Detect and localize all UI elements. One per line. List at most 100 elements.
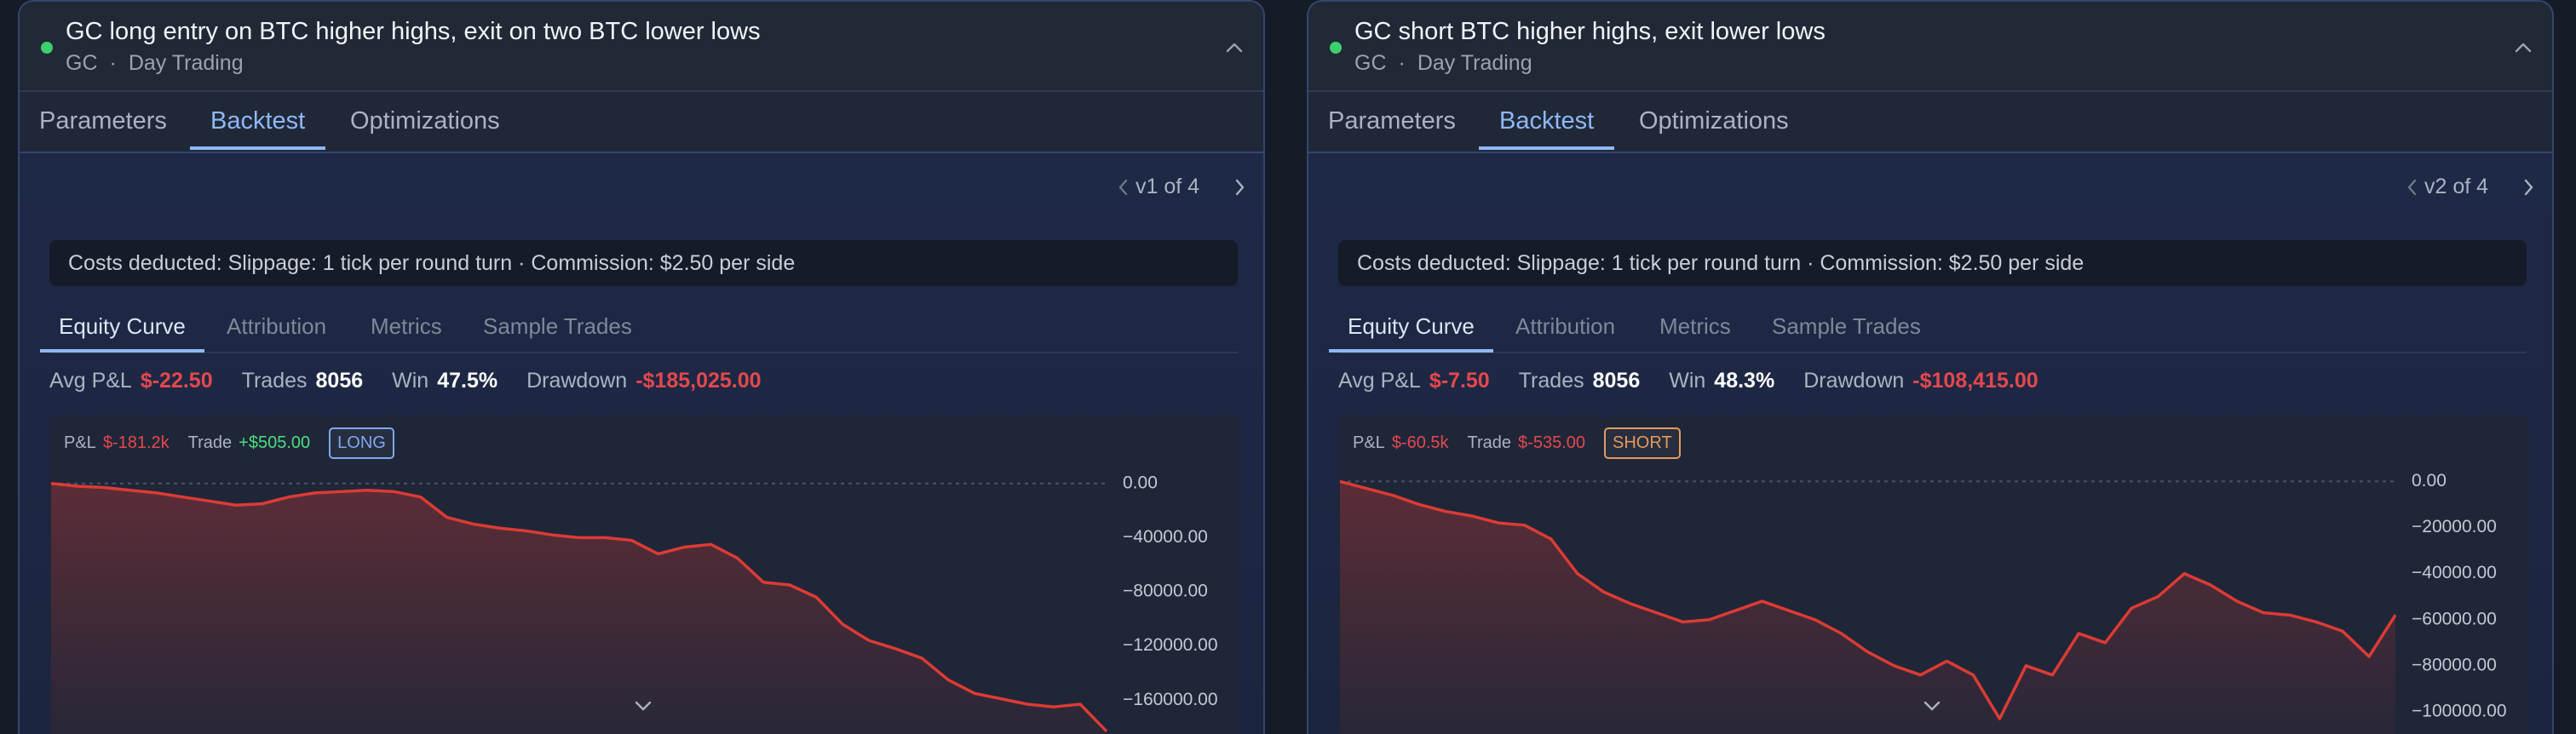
subtab[interactable]: Sample Trades [483,313,632,339]
legend-value: +$505.00 [239,433,311,452]
collapse-button[interactable] [1222,36,1246,60]
stat: Trades 8056 [242,369,364,393]
strategy-panel: GC long entry on BTC higher highs, exit … [18,0,1265,734]
previous-version[interactable] [1112,175,1136,199]
y-tick-label: −120000.00 [1123,635,1218,655]
legend-item: P&L $-60.5k [1353,433,1449,453]
separator: · [109,51,117,75]
costs-box: Costs deducted: Slippage: 1 tick per rou… [1338,240,2527,286]
strategy-panel: GC short BTC higher highs, exit lower lo… [1307,0,2554,734]
costs-note: Costs deducted: Slippage: 1 tick per rou… [68,251,796,275]
subtab-divider [1338,352,2527,353]
strategy-type: Day Trading [1417,51,1532,75]
chevron-icon [2515,43,2532,53]
y-tick-label: −20000.00 [2412,517,2497,536]
active-subtab-underline [1329,349,1493,353]
y-tick-label: −100000.00 [2412,701,2507,720]
equity-line [1339,479,2397,720]
chart-legend: P&L $-181.2k Trade +$505.00 LONG [64,426,394,460]
y-tick-label: −160000.00 [1123,690,1218,709]
previous-version[interactable] [2401,175,2424,199]
tab-bar: Parameters Backtest Optimizations [1308,92,2552,153]
stat-value: 8056 [1592,368,1641,393]
stats-row: Avg P&L $-7.50 Trades 8056 Win 48.3% Drawdown -… [1338,366,2038,395]
legend-item: Trade +$505.00 [188,433,311,453]
equity-line [50,482,1108,733]
equity-chart: 0.00 −20000.00 −40000.00 −60000.00 −80000.00… [1339,471,2507,734]
next-version[interactable] [2516,175,2540,199]
tab[interactable]: Backtest [210,107,306,135]
y-tick-label: −80000.00 [2412,655,2497,674]
expand-chart[interactable] [1920,694,1944,718]
y-tick-label: −40000.00 [2412,563,2497,582]
chevron-icon [2407,179,2417,196]
chevron-icon [1226,43,1243,53]
tab[interactable]: Optimizations [350,107,500,135]
strategy-title: GC long entry on BTC higher highs, exit … [66,18,761,45]
chart-legend: P&L $-60.5k Trade $-535.00 SHORT [1353,426,1681,460]
costs-note: Costs deducted: Slippage: 1 tick per rou… [1357,251,2084,275]
stat-label: Win [392,368,429,393]
collapse-button[interactable] [2511,36,2535,60]
y-tick-label: −40000.00 [1123,527,1208,547]
chevron-icon [1923,701,1941,711]
stat-label: Avg P&L [49,368,132,393]
subtab[interactable]: Equity Curve [1348,313,1475,339]
stat-value: -$185,025.00 [635,368,762,393]
stat-value: $-22.50 [140,368,213,393]
tab[interactable]: Optimizations [1639,107,1789,135]
y-tick-label: 0.00 [2412,471,2447,490]
stat-label: Drawdown [526,368,628,393]
tab-bar: Parameters Backtest Optimizations [20,92,1263,153]
stat-label: Trades [1518,368,1584,393]
stat-label: Avg P&L [1338,368,1421,393]
status-dot [1330,42,1342,54]
stat: Win 48.3% [1669,369,1774,393]
area-fill [1340,481,2395,734]
stat-value: $-7.50 [1429,368,1490,393]
stat: Win 47.5% [392,369,497,393]
separator: · [1398,51,1406,75]
tab[interactable]: Backtest [1499,107,1595,135]
active-subtab-underline [40,349,204,353]
y-tick-label: −80000.00 [1123,582,1208,601]
direction-badge: LONG [329,427,394,459]
costs-box: Costs deducted: Slippage: 1 tick per rou… [49,240,1238,286]
stat: Drawdown -$108,415.00 [1803,369,2038,393]
legend-value: $-535.00 [1518,433,1586,452]
active-tab-underline [1479,146,1614,150]
stat-value: 47.5% [437,368,498,393]
stat-label: Win [1669,368,1706,393]
subtab[interactable]: Equity Curve [59,313,186,339]
subtab[interactable]: Metrics [1659,313,1731,339]
stat-label: Trades [241,368,308,393]
y-tick-label: −60000.00 [2412,609,2497,628]
legend-value: $-60.5k [1391,433,1449,452]
stat-label: Drawdown [1803,368,1905,393]
stat: Drawdown -$185,025.00 [526,369,761,393]
stats-row: Avg P&L $-22.50 Trades 8056 Win 47.5% Drawdown… [49,366,762,395]
expand-chart[interactable] [631,694,655,718]
tab[interactable]: Parameters [1328,107,1456,135]
panel-header: GC short BTC higher highs, exit lower lo… [1308,2,2552,92]
tab[interactable]: Parameters [39,107,167,135]
stat: Trades 8056 [1519,369,1641,393]
stat-value: -$108,415.00 [1912,368,2038,393]
subtab[interactable]: Attribution [1515,313,1616,339]
chevron-icon [635,701,652,711]
chevron-icon [1118,179,1128,196]
subtab[interactable]: Metrics [371,313,442,339]
subtab[interactable]: Attribution [227,313,327,339]
chevron-icon [1235,179,1245,196]
strategy-subtitle: GC · Day Trading [1354,51,1532,76]
legend-label: Trade [187,433,233,452]
legend-value: $-181.2k [102,433,170,452]
strategy-subtitle: GC · Day Trading [66,51,244,76]
panel-header: GC long entry on BTC higher highs, exit … [20,2,1263,92]
next-version[interactable] [1228,175,1251,199]
stat-value: 48.3% [1714,368,1775,393]
legend-label: Trade [1467,433,1512,452]
subtab[interactable]: Sample Trades [1772,313,1921,339]
status-dot [41,42,53,54]
